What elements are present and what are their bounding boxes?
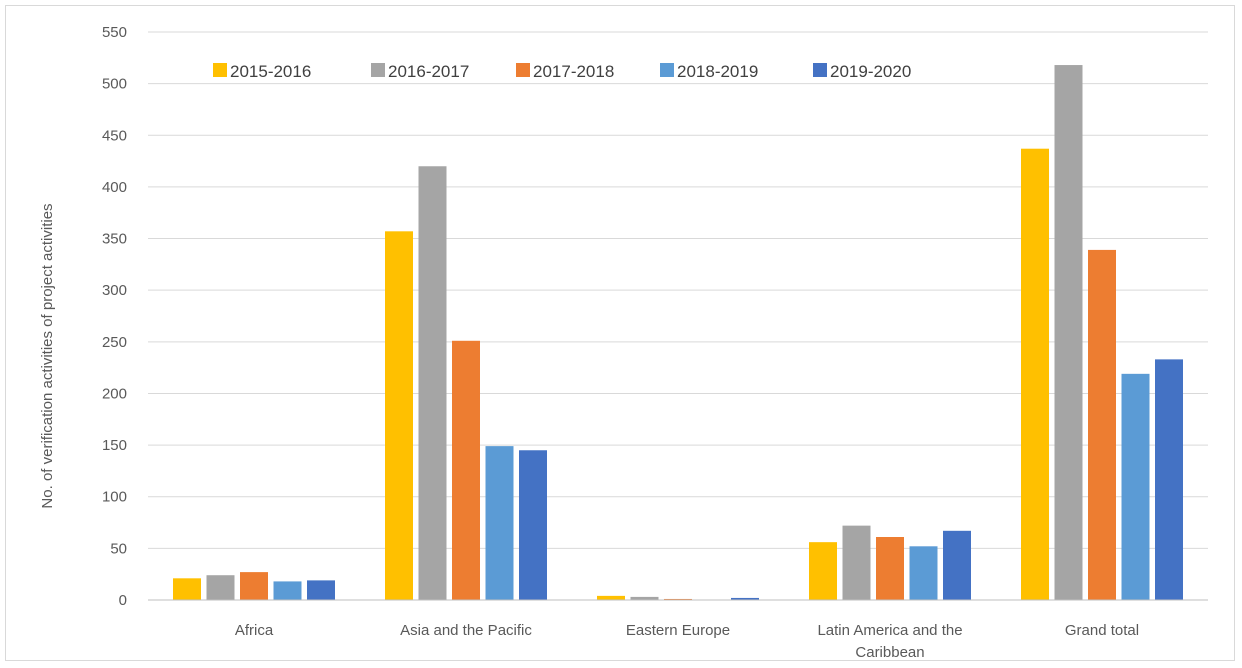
bar — [876, 537, 904, 600]
y-tick-label: 550 — [102, 24, 127, 41]
bar — [519, 450, 547, 600]
x-tick-label: Latin America and the Caribbean — [817, 622, 962, 661]
legend-label: 2016-2017 — [388, 62, 469, 81]
y-tick-label: 50 — [110, 540, 127, 557]
bar — [664, 598, 692, 600]
legend-swatch — [660, 63, 674, 77]
bar — [842, 525, 871, 600]
bar — [307, 580, 335, 600]
y-tick-label: 350 — [102, 231, 127, 248]
y-tick-label: 500 — [102, 76, 127, 93]
bar — [597, 595, 625, 600]
legend-label: 2015-2016 — [230, 62, 311, 81]
y-tick-label: 250 — [102, 334, 127, 351]
legend-label: 2019-2020 — [830, 62, 911, 81]
legend: 2015-2016 2016-2017 2017-2018 2018-2019 2019… — [213, 62, 911, 81]
bar — [418, 166, 447, 600]
bars — [173, 65, 1183, 601]
x-tick-label: Africa — [235, 622, 274, 639]
y-axis-ticks: 0 50 100 150 200 250 300 350 400 450 500 550 — [102, 24, 127, 609]
bar — [240, 572, 268, 600]
y-tick-label: 100 — [102, 489, 127, 506]
bar — [385, 231, 413, 601]
bar — [1021, 148, 1049, 600]
y-axis-title: No. of verification activities of projec… — [39, 203, 56, 508]
bar — [485, 446, 514, 600]
y-tick-label: 150 — [102, 437, 127, 454]
y-tick-label: 200 — [102, 385, 127, 402]
x-tick-label: Grand total — [1065, 622, 1139, 639]
legend-swatch — [371, 63, 385, 77]
bar — [630, 596, 659, 600]
bar — [1155, 359, 1183, 600]
x-tick-label: Asia and the Pacific — [400, 622, 532, 639]
x-axis-categories: Africa Asia and the Pacific Eastern Europe… — [235, 622, 1139, 661]
bar — [731, 597, 759, 600]
bar — [943, 530, 971, 600]
y-tick-label: 300 — [102, 282, 127, 299]
legend-swatch — [813, 63, 827, 77]
bar — [173, 578, 201, 600]
legend-label: 2017-2018 — [533, 62, 614, 81]
legend-label: 2018-2019 — [677, 62, 758, 81]
bar — [452, 340, 480, 600]
bar — [909, 546, 938, 600]
y-tick-label: 0 — [119, 592, 127, 609]
x-tick-label: Eastern Europe — [626, 622, 730, 639]
y-tick-label: 400 — [102, 179, 127, 196]
bar — [206, 575, 235, 600]
y-tick-label: 450 — [102, 127, 127, 144]
bar — [1121, 373, 1150, 600]
bar — [809, 542, 837, 600]
legend-swatch — [516, 63, 530, 77]
bar — [1088, 249, 1116, 600]
bar — [1054, 65, 1083, 601]
bar — [273, 581, 302, 600]
legend-swatch — [213, 63, 227, 77]
